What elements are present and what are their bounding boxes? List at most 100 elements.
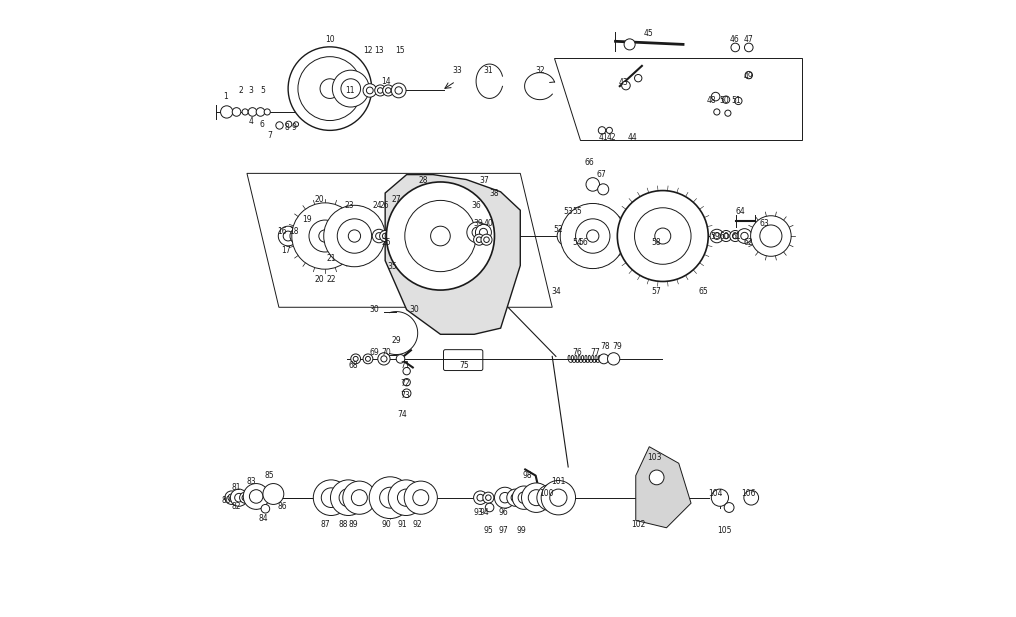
Text: 87: 87 (320, 520, 330, 529)
Circle shape (348, 230, 361, 242)
Text: 32: 32 (535, 65, 545, 75)
Text: 26: 26 (379, 201, 389, 210)
FancyBboxPatch shape (444, 350, 483, 371)
Circle shape (495, 487, 515, 508)
Circle shape (737, 229, 752, 243)
Text: 105: 105 (717, 526, 732, 536)
Text: 29: 29 (391, 336, 401, 345)
Text: 52: 52 (554, 225, 563, 234)
Circle shape (392, 231, 403, 241)
Circle shape (724, 503, 734, 513)
Circle shape (745, 43, 753, 52)
Text: 65: 65 (698, 287, 708, 296)
Circle shape (586, 178, 599, 191)
Text: 58: 58 (652, 238, 661, 247)
Circle shape (283, 231, 293, 241)
Text: 103: 103 (647, 453, 661, 462)
Text: 90: 90 (382, 520, 391, 529)
Text: 73: 73 (400, 391, 409, 400)
Circle shape (339, 489, 358, 507)
Circle shape (403, 368, 410, 375)
Circle shape (366, 357, 371, 362)
Circle shape (309, 220, 341, 252)
Circle shape (278, 226, 298, 246)
Text: 71: 71 (400, 360, 409, 370)
Circle shape (321, 488, 341, 508)
Circle shape (622, 81, 630, 90)
Text: 37: 37 (480, 176, 490, 185)
Circle shape (473, 234, 485, 245)
Circle shape (220, 106, 233, 118)
Circle shape (248, 107, 257, 116)
Text: 49: 49 (744, 72, 754, 81)
Text: 96: 96 (498, 508, 508, 517)
Text: 8: 8 (284, 123, 290, 132)
Circle shape (542, 481, 576, 515)
Circle shape (296, 224, 320, 248)
Circle shape (292, 203, 358, 269)
Text: 66: 66 (584, 158, 594, 167)
Circle shape (511, 494, 519, 502)
Circle shape (369, 477, 410, 518)
Circle shape (713, 233, 720, 239)
Text: 98: 98 (523, 471, 532, 480)
Circle shape (385, 88, 391, 93)
Circle shape (342, 481, 376, 514)
Text: 51: 51 (732, 96, 742, 106)
Circle shape (352, 490, 368, 506)
Text: 80: 80 (221, 495, 232, 505)
Text: 42: 42 (607, 133, 616, 143)
Text: 20: 20 (314, 195, 324, 204)
Text: 15: 15 (395, 46, 405, 55)
Circle shape (378, 88, 383, 93)
Text: 75: 75 (459, 360, 468, 370)
Text: 38: 38 (490, 189, 499, 197)
Text: 7: 7 (267, 131, 272, 140)
Text: 72: 72 (400, 379, 409, 388)
Circle shape (302, 230, 314, 242)
Text: 82: 82 (232, 502, 241, 511)
Circle shape (381, 356, 387, 362)
Text: 97: 97 (498, 526, 508, 536)
Circle shape (372, 230, 386, 242)
Circle shape (404, 481, 437, 514)
Circle shape (745, 72, 753, 79)
Circle shape (332, 70, 369, 107)
Circle shape (231, 489, 248, 507)
Text: 63: 63 (760, 219, 769, 228)
Text: 11: 11 (345, 86, 355, 95)
Circle shape (376, 233, 382, 239)
Circle shape (735, 97, 742, 104)
Text: 12: 12 (363, 46, 373, 55)
Circle shape (242, 109, 248, 115)
Circle shape (481, 234, 492, 245)
Text: 41: 41 (598, 133, 608, 143)
Circle shape (382, 233, 388, 239)
Circle shape (598, 354, 609, 364)
Circle shape (380, 231, 391, 241)
Circle shape (386, 182, 495, 290)
Circle shape (608, 353, 620, 365)
Circle shape (402, 389, 410, 397)
Text: 24: 24 (373, 201, 383, 210)
Circle shape (225, 491, 239, 505)
Text: 69: 69 (369, 348, 379, 357)
Circle shape (256, 107, 265, 116)
Circle shape (576, 219, 610, 253)
Text: 101: 101 (551, 477, 566, 486)
Circle shape (562, 231, 572, 241)
Circle shape (397, 489, 415, 507)
Circle shape (240, 492, 251, 503)
Circle shape (484, 237, 490, 242)
Circle shape (635, 75, 642, 82)
Text: 56: 56 (578, 238, 588, 247)
Text: 3: 3 (249, 86, 254, 95)
Circle shape (500, 492, 510, 503)
Circle shape (649, 470, 664, 485)
Text: 86: 86 (277, 502, 287, 511)
Text: 25: 25 (382, 238, 391, 247)
Circle shape (391, 83, 406, 98)
Circle shape (313, 480, 348, 515)
Circle shape (480, 228, 488, 236)
Polygon shape (385, 175, 520, 334)
